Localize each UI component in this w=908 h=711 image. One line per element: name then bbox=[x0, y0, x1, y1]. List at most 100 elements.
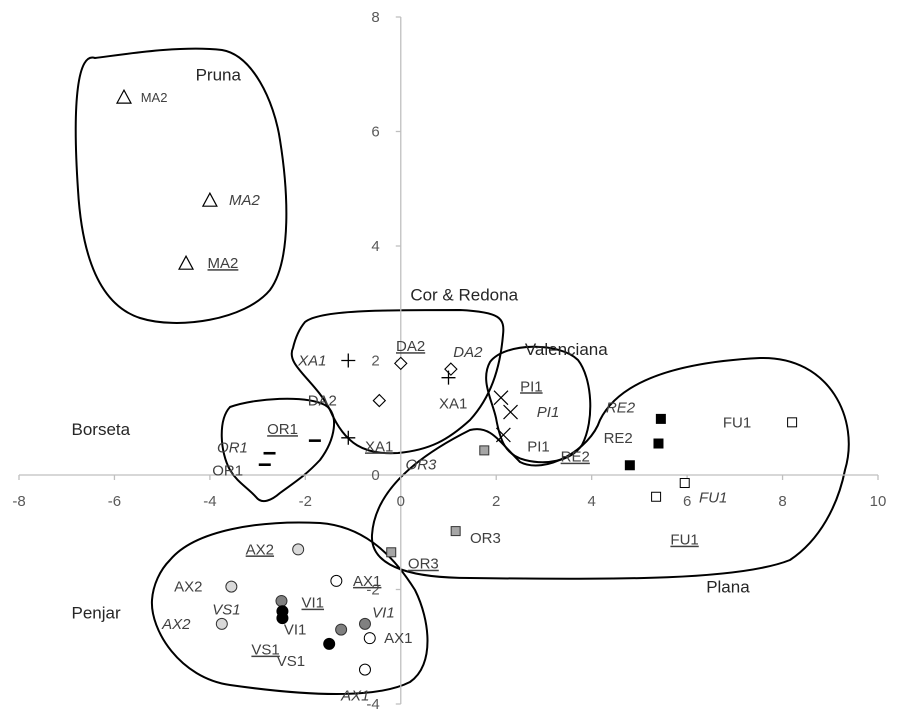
x-tick-label: 8 bbox=[778, 493, 786, 510]
point-label: AX2 bbox=[174, 579, 202, 596]
y-tick-label: 0 bbox=[371, 467, 379, 484]
y-tick-label: -4 bbox=[366, 696, 379, 711]
marker-circle-lightgray bbox=[292, 543, 305, 556]
group-label: Borseta bbox=[71, 420, 130, 439]
point-label: PI1 bbox=[537, 404, 560, 421]
point-label: AX2 bbox=[246, 541, 274, 558]
point-label: VI1 bbox=[302, 595, 325, 612]
group-labels: Pruna Cor & Redona Valenciana Borseta Plana P… bbox=[71, 65, 750, 622]
point-label: FU1 bbox=[670, 532, 698, 549]
marker-circle-lightgray bbox=[225, 580, 238, 593]
point-label: VS1 bbox=[212, 602, 240, 619]
point-label: MA2 bbox=[229, 192, 261, 209]
marker-circle-lightgray bbox=[215, 617, 228, 630]
group-label: Cor & Redona bbox=[410, 286, 518, 305]
x-tick-label: 6 bbox=[683, 493, 691, 510]
point-label: OR1 bbox=[267, 421, 298, 438]
point-label: FU1 bbox=[723, 414, 751, 431]
y-tick-label: 2 bbox=[371, 353, 379, 370]
outline-borseta bbox=[220, 397, 336, 503]
marker-plus bbox=[341, 353, 356, 368]
x-tick-label: 4 bbox=[587, 493, 595, 510]
x-tick-label: -6 bbox=[108, 493, 121, 510]
point-label: AX2 bbox=[161, 616, 191, 633]
group-label: Valenciana bbox=[525, 340, 608, 359]
point-label: DA2 bbox=[396, 338, 425, 355]
marker-circle-black bbox=[276, 612, 289, 625]
point-label: VI1 bbox=[284, 622, 307, 639]
point-label: OR3 bbox=[470, 530, 501, 547]
x-tick-label: -8 bbox=[12, 493, 25, 510]
marker-square-gray bbox=[479, 445, 490, 456]
group-label: Plana bbox=[706, 578, 750, 597]
outline-penjar bbox=[150, 521, 429, 695]
marker-plus bbox=[341, 430, 356, 445]
y-tick-label: 4 bbox=[371, 238, 379, 255]
marker-circle-black bbox=[323, 637, 336, 650]
y-tick-label: 6 bbox=[371, 124, 379, 141]
point-label: RE2 bbox=[561, 449, 590, 466]
point-label: DA2 bbox=[453, 344, 483, 361]
point-label: PI1 bbox=[520, 378, 543, 395]
marker-square-open bbox=[651, 491, 662, 502]
point-label: OR1 bbox=[212, 462, 243, 479]
markers bbox=[115, 88, 798, 676]
point-label: AX1 bbox=[340, 687, 369, 704]
marker-cross bbox=[503, 404, 518, 420]
point-label: DA2 bbox=[308, 393, 337, 410]
group-label: Pruna bbox=[196, 65, 242, 84]
marker-diamond-open bbox=[372, 393, 387, 408]
x-tick-label: -4 bbox=[203, 493, 216, 510]
marker-circle-darkgray bbox=[335, 623, 348, 636]
point-label: MA2 bbox=[208, 255, 239, 272]
point-label: OR1 bbox=[217, 440, 248, 457]
marker-square-black bbox=[653, 438, 664, 449]
point-label: VS1 bbox=[251, 642, 279, 659]
marker-circle-darkgray bbox=[358, 617, 371, 630]
marker-square-open bbox=[679, 478, 690, 489]
point-label: RE2 bbox=[606, 399, 636, 416]
marker-plus bbox=[441, 370, 456, 385]
x-tick-label: 0 bbox=[397, 493, 405, 510]
outline-cor-redona bbox=[290, 308, 505, 455]
x-tick-label: -2 bbox=[299, 493, 312, 510]
marker-triangle-open bbox=[115, 88, 132, 104]
point-labels: MA2 MA2 MA2 XA1 DA2 DA2 XA1 DA2 XA1 PI1 PI1 PI1 OR1 O… bbox=[141, 90, 752, 704]
tick-labels: -8 -6 -4 -2 0 2 4 6 8 10 -4 -2 0 2 4 6 8 bbox=[12, 9, 886, 711]
marker-triangle-open bbox=[178, 254, 195, 270]
marker-cross bbox=[495, 427, 511, 443]
point-label: XA1 bbox=[297, 353, 326, 370]
marker-square-gray bbox=[450, 526, 461, 537]
point-label: AX1 bbox=[384, 630, 412, 647]
outline-pruna bbox=[74, 47, 288, 324]
x-tick-label: 10 bbox=[870, 493, 887, 510]
outline-plana bbox=[370, 356, 850, 580]
point-label: AX1 bbox=[353, 573, 381, 590]
marker-square-open bbox=[787, 417, 798, 428]
point-label: VI1 bbox=[372, 604, 395, 621]
point-label: XA1 bbox=[365, 438, 393, 455]
y-tick-label: 8 bbox=[371, 9, 379, 26]
marker-circle-darkgray bbox=[275, 594, 288, 607]
marker-triangle-open bbox=[201, 191, 218, 207]
axes bbox=[18, 16, 879, 705]
point-label: PI1 bbox=[527, 438, 550, 455]
y-tick-label: -2 bbox=[366, 582, 379, 599]
point-label: OR3 bbox=[406, 457, 438, 474]
x-tick-label: 2 bbox=[492, 493, 500, 510]
point-label: OR3 bbox=[408, 556, 439, 573]
marker-circle-open bbox=[330, 574, 343, 587]
marker-square-black bbox=[624, 460, 635, 471]
marker-square-gray bbox=[386, 547, 397, 558]
point-label: FU1 bbox=[699, 489, 727, 506]
marker-square-black bbox=[655, 413, 666, 424]
marker-circle-open bbox=[363, 632, 376, 645]
point-label: VS1 bbox=[277, 653, 305, 670]
marker-diamond-open bbox=[393, 356, 408, 371]
marker-cross bbox=[493, 390, 509, 406]
point-label: XA1 bbox=[439, 395, 467, 412]
marker-circle-open bbox=[358, 663, 371, 676]
point-label: MA2 bbox=[141, 90, 168, 105]
group-label: Penjar bbox=[71, 603, 120, 622]
